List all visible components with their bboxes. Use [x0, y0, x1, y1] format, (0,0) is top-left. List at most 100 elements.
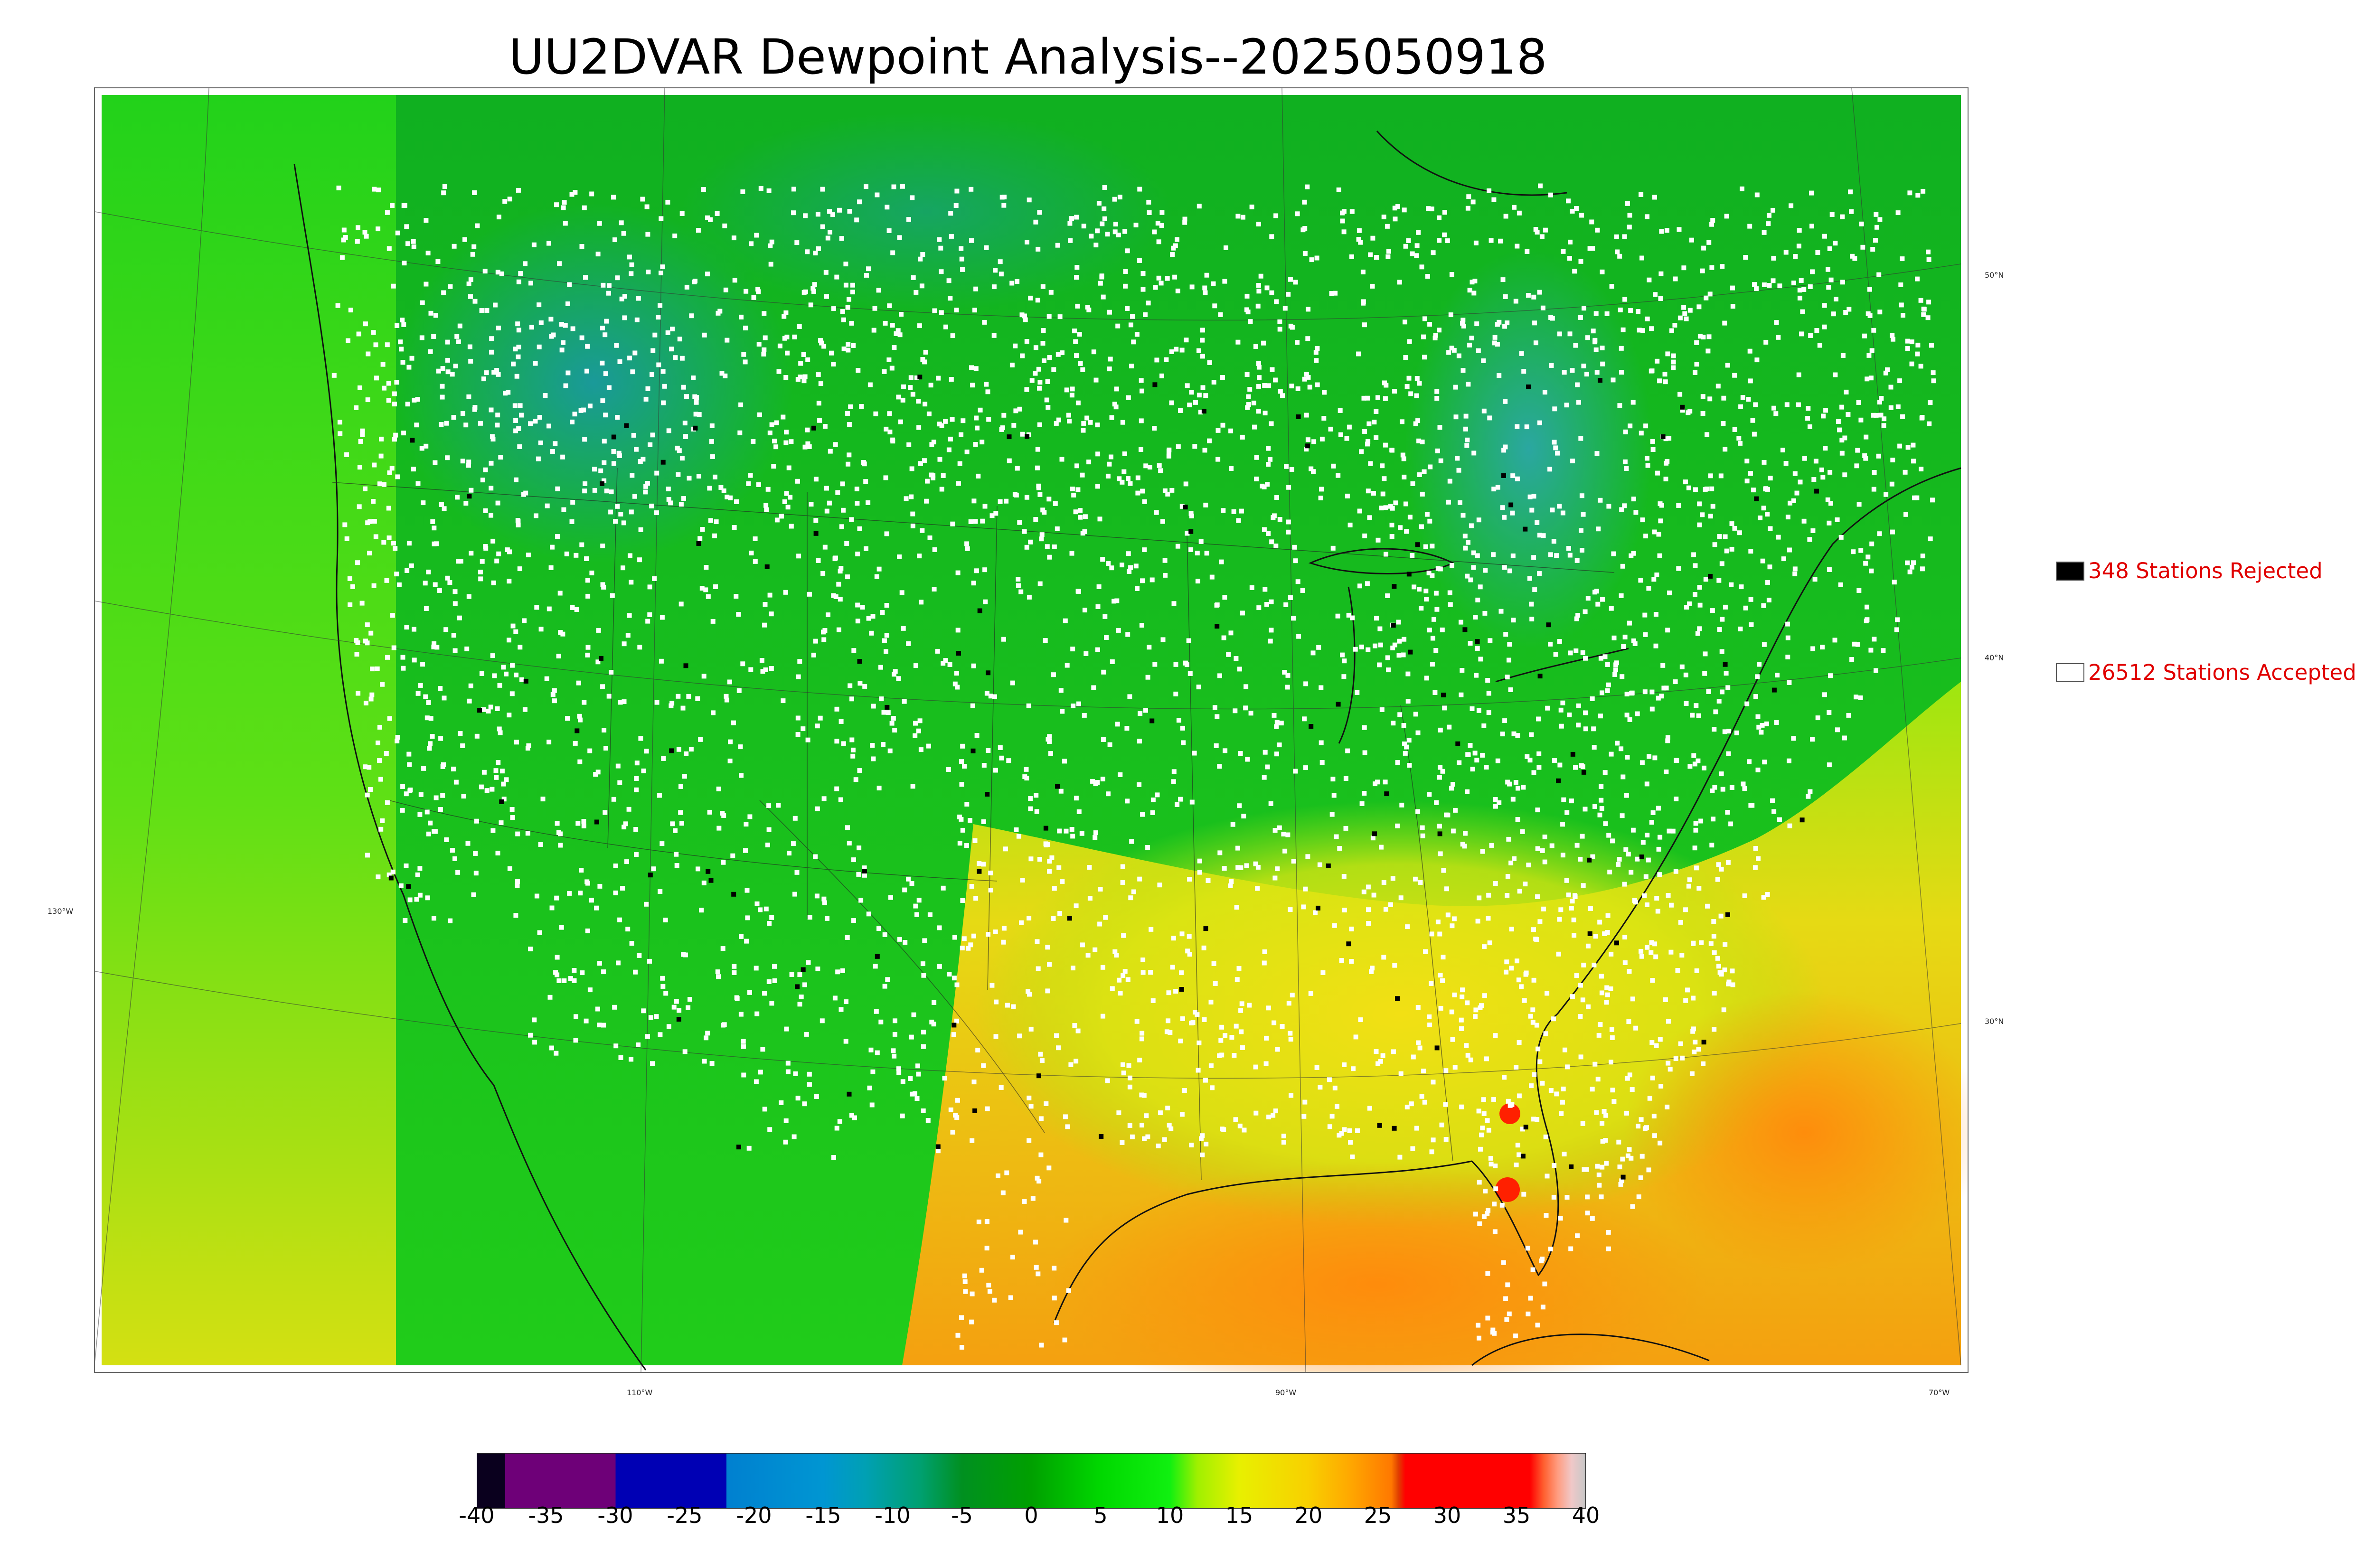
station-accepted-marker	[1459, 620, 1463, 625]
station-accepted-marker	[1248, 711, 1253, 716]
station-rejected-marker	[1201, 409, 1206, 414]
station-accepted-marker	[1367, 1106, 1372, 1111]
station-accepted-marker	[490, 437, 496, 441]
station-accepted-marker	[1570, 899, 1575, 904]
station-accepted-marker	[816, 246, 821, 251]
station-accepted-marker	[974, 733, 980, 738]
station-accepted-marker	[1442, 232, 1447, 237]
station-accepted-marker	[1406, 376, 1412, 381]
station-accepted-marker	[1026, 703, 1031, 708]
station-accepted-marker	[1390, 506, 1395, 511]
station-accepted-marker	[1928, 536, 1933, 542]
station-accepted-marker	[1462, 534, 1468, 539]
station-rejected-marker	[1392, 584, 1397, 589]
station-accepted-marker	[419, 335, 424, 340]
station-accepted-marker	[1559, 1111, 1564, 1116]
station-accepted-marker	[1401, 652, 1406, 657]
station-accepted-marker	[823, 270, 829, 275]
station-accepted-marker	[914, 290, 919, 295]
station-accepted-marker	[1187, 671, 1193, 676]
station-accepted-marker	[565, 716, 570, 721]
station-accepted-marker	[887, 303, 892, 309]
station-accepted-marker	[1770, 798, 1775, 803]
station-accepted-marker	[1280, 1024, 1285, 1029]
station-accepted-marker	[1262, 527, 1267, 532]
station-accepted-marker	[1639, 1154, 1645, 1159]
station-accepted-marker	[1609, 1027, 1614, 1032]
station-accepted-marker	[1196, 1068, 1201, 1073]
station-accepted-marker	[803, 213, 808, 218]
station-accepted-marker	[789, 439, 794, 444]
station-accepted-marker	[1485, 1211, 1490, 1216]
station-accepted-marker	[385, 342, 390, 347]
station-accepted-marker	[1135, 586, 1140, 591]
station-accepted-marker	[466, 463, 471, 468]
station-accepted-marker	[1380, 491, 1385, 497]
station-accepted-marker	[457, 615, 462, 620]
station-accepted-marker	[846, 347, 851, 353]
station-accepted-marker	[695, 696, 700, 701]
station-accepted-marker	[1285, 685, 1290, 690]
station-accepted-marker	[444, 837, 449, 842]
station-accepted-marker	[645, 232, 650, 237]
station-accepted-marker	[451, 415, 456, 420]
station-accepted-marker	[557, 591, 563, 596]
station-accepted-marker	[784, 334, 790, 339]
station-rejected-marker	[1569, 1164, 1574, 1169]
station-accepted-marker	[1435, 448, 1440, 453]
station-accepted-marker	[1921, 312, 1926, 317]
station-accepted-marker	[1748, 549, 1753, 554]
station-accepted-marker	[617, 917, 622, 922]
station-accepted-marker	[1249, 585, 1254, 590]
station-accepted-marker	[458, 559, 463, 564]
station-accepted-marker	[1080, 472, 1085, 478]
station-accepted-marker	[1047, 554, 1052, 560]
station-accepted-marker	[1874, 668, 1878, 673]
station-accepted-marker	[756, 342, 762, 347]
station-accepted-marker	[1472, 279, 1478, 283]
station-accepted-marker	[882, 984, 887, 989]
station-accepted-marker	[677, 337, 682, 342]
station-accepted-marker	[1370, 283, 1375, 289]
station-accepted-marker	[932, 308, 937, 313]
station-accepted-marker	[582, 205, 587, 210]
station-accepted-marker	[1585, 1211, 1590, 1216]
station-accepted-marker	[1465, 789, 1470, 794]
station-accepted-marker	[1527, 758, 1533, 763]
station-accepted-marker	[1570, 208, 1575, 214]
station-accepted-marker	[1885, 367, 1890, 372]
station-accepted-marker	[625, 633, 631, 638]
station-accepted-marker	[603, 413, 608, 418]
station-accepted-marker	[896, 676, 901, 681]
station-accepted-marker	[1826, 285, 1831, 290]
station-accepted-marker	[1082, 608, 1087, 613]
station-accepted-marker	[844, 541, 849, 546]
station-accepted-marker	[514, 672, 518, 677]
station-accepted-marker	[1744, 701, 1750, 706]
lat-label-30n: 30°N	[1985, 1017, 2004, 1026]
station-accepted-marker	[516, 354, 521, 359]
station-accepted-marker	[980, 440, 985, 445]
station-accepted-marker	[479, 671, 484, 676]
station-accepted-marker	[1101, 669, 1106, 675]
station-accepted-marker	[1590, 696, 1595, 701]
station-accepted-marker	[870, 1069, 876, 1074]
station-accepted-marker	[650, 432, 655, 438]
station-accepted-marker	[1792, 471, 1798, 476]
station-accepted-marker	[973, 286, 979, 291]
station-accepted-marker	[1054, 1320, 1059, 1325]
station-accepted-marker	[960, 267, 965, 272]
station-accepted-marker	[1658, 501, 1663, 507]
station-accepted-marker	[665, 330, 670, 335]
station-accepted-marker	[714, 519, 719, 525]
station-accepted-marker	[1179, 970, 1184, 976]
station-accepted-marker	[1311, 469, 1316, 474]
station-accepted-marker	[1768, 526, 1773, 531]
station-accepted-marker	[1748, 471, 1753, 476]
station-accepted-marker	[1210, 1085, 1215, 1090]
station-accepted-marker	[1385, 254, 1391, 259]
station-accepted-marker	[1481, 1111, 1487, 1116]
station-accepted-marker	[1636, 1124, 1641, 1129]
station-accepted-marker	[1105, 232, 1110, 237]
station-accepted-marker	[463, 501, 469, 506]
